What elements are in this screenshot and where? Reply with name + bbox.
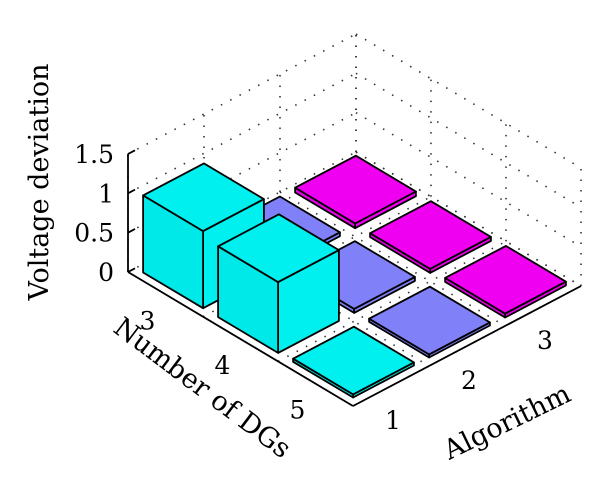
grid-line-backwall-horizontal [127,72,357,195]
z-axis-label: Voltage deviation [24,63,55,301]
x-axis-line [352,285,582,407]
bar-dgs-3-algorithm-3 [294,154,417,230]
bar-dgs-5-algorithm-3 [444,244,567,319]
z-tick-label: 1.5 [74,140,114,169]
bar-dgs-5-algorithm-2 [368,285,491,359]
x-tick-label: 2 [461,366,477,395]
axes [127,149,582,407]
z-tick-label: 0 [98,258,114,287]
bar-dgs-4-algorithm-1 [217,213,340,354]
grid-line-backwall-horizontal [127,33,357,155]
grid-line-floor [277,240,507,363]
x-axis-label: Algorithm [438,378,576,466]
bar-dgs-4-algorithm-3 [369,200,492,274]
z-tick-mark [127,188,136,195]
z-tick-label: 0.5 [74,219,114,248]
x-tick-label: 3 [537,326,553,355]
grid-line-rightwall-horizontal [355,33,582,169]
z-tick-mark [127,228,136,234]
x-tick-label: 1 [385,406,401,435]
y-tick-label: 5 [290,396,306,425]
y-tick-label: 4 [215,351,231,380]
bars [142,154,567,399]
z-tick-mark [127,267,136,273]
z-tick-mark [127,149,136,155]
z-tick-label: 1 [98,179,114,208]
y-tick-label: 3 [140,306,156,335]
bar-dgs-5-algorithm-1 [292,325,415,399]
y-axis-line [127,271,354,407]
